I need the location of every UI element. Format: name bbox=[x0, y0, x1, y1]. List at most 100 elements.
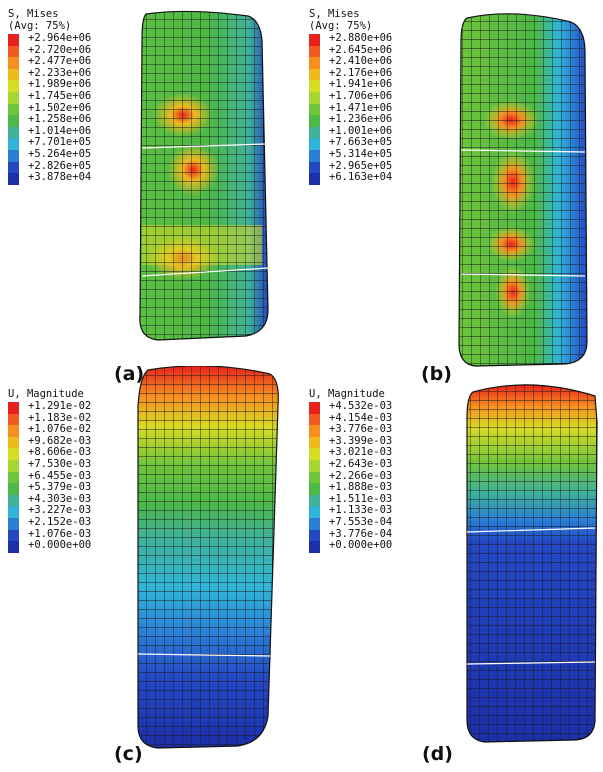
legend-swatch bbox=[8, 173, 19, 185]
legend-row: +1.989e+06 bbox=[8, 78, 91, 92]
legend-value: +3.021e-03 bbox=[329, 446, 393, 459]
legend-swatch bbox=[309, 115, 320, 127]
panel-d: U, Magnitude +4.532e-03 +4.154e-03 +3.776e… bbox=[301, 384, 602, 772]
legend-swatch bbox=[309, 173, 320, 185]
legend-row: +1.941e+06 bbox=[309, 78, 392, 92]
legend-row: +2.266e-03 bbox=[309, 470, 392, 484]
legend-rows: +2.964e+06 +2.720e+06 +2.477e+06 +2.233e+06… bbox=[8, 32, 91, 185]
legend-swatch bbox=[309, 471, 320, 484]
legend-swatch bbox=[8, 494, 19, 507]
legend-swatch bbox=[8, 45, 19, 58]
legend-swatch bbox=[8, 541, 19, 553]
legend-value: +2.964e+06 bbox=[28, 32, 92, 44]
legend-row: +2.410e+06 bbox=[309, 55, 392, 69]
legend-value: +2.233e+06 bbox=[28, 66, 92, 79]
legend-row: +1.236e+06 bbox=[309, 113, 392, 127]
legend-subtitle: (Avg: 75%) bbox=[309, 20, 373, 32]
legend-value: +2.176e+06 bbox=[329, 66, 393, 79]
legend-swatch bbox=[309, 149, 320, 162]
legend-row: +1.745e+06 bbox=[8, 90, 91, 104]
legend-row: +7.663e+05 bbox=[309, 136, 392, 150]
legend-swatch bbox=[8, 413, 19, 426]
legend-swatch bbox=[309, 126, 320, 139]
legend-row: +2.645e+06 bbox=[309, 44, 392, 58]
legend-swatch bbox=[8, 115, 19, 127]
legend-row: +2.152e-03 bbox=[8, 516, 91, 530]
legend-value: +3.776e-03 bbox=[329, 423, 393, 436]
panel-c: U, Magnitude +1.291e-02 +1.183e-02 +1.076e… bbox=[0, 366, 301, 772]
legend-row: +7.701e+05 bbox=[8, 136, 91, 150]
legend-swatch bbox=[309, 45, 320, 58]
legend-swatch bbox=[8, 506, 19, 518]
legend-swatch bbox=[309, 494, 320, 507]
legend-title: U, Magnitude bbox=[309, 388, 385, 400]
legend-swatch bbox=[8, 126, 19, 139]
legend-value: +1.014e+06 bbox=[28, 124, 92, 137]
panel-label: (c) bbox=[114, 743, 143, 765]
legend-swatch bbox=[8, 80, 19, 92]
legend-value: +1.133e-03 bbox=[329, 504, 393, 517]
legend-swatch bbox=[8, 529, 19, 542]
legend-value: +2.477e+06 bbox=[28, 55, 92, 68]
legend-value: +2.643e-03 bbox=[329, 457, 393, 470]
legend-value: +2.720e+06 bbox=[28, 43, 92, 56]
legend-swatch bbox=[309, 541, 320, 553]
legend-value: +1.941e+06 bbox=[329, 78, 393, 91]
legend-swatch bbox=[309, 80, 320, 92]
legend-row: +1.133e-03 bbox=[309, 504, 392, 518]
legend-row: +5.314e+05 bbox=[309, 148, 392, 162]
legend-value: +7.663e+05 bbox=[329, 136, 393, 149]
legend-value: +7.530e-03 bbox=[28, 457, 92, 470]
legend-value: +2.645e+06 bbox=[329, 43, 393, 56]
legend-value: +1.258e+06 bbox=[28, 113, 92, 126]
legend-value: +1.502e+06 bbox=[28, 101, 92, 114]
legend-row: +4.532e-03 bbox=[309, 400, 392, 414]
legend-value: +1.888e-03 bbox=[329, 481, 393, 494]
legend-swatch bbox=[309, 529, 320, 542]
legend-swatch bbox=[309, 425, 320, 437]
legend-row: +2.176e+06 bbox=[309, 67, 392, 81]
legend-value: +1.236e+06 bbox=[329, 113, 393, 126]
legend-swatch bbox=[309, 413, 320, 426]
legend-row: +2.965e+05 bbox=[309, 160, 392, 174]
legend-swatch bbox=[8, 149, 19, 162]
legend-row: +2.964e+06 bbox=[8, 32, 91, 46]
legend-value: +1.183e-02 bbox=[28, 411, 92, 424]
legend-row: +3.021e-03 bbox=[309, 446, 392, 460]
legend-swatch bbox=[8, 103, 19, 116]
panel-a: S, Mises (Avg: 75%) +2.964e+06 +2.720e+06… bbox=[0, 0, 301, 386]
legend-swatch bbox=[8, 448, 19, 460]
legend-value: +5.264e+05 bbox=[28, 147, 92, 160]
legend-row: +4.303e-03 bbox=[8, 493, 91, 507]
legend-row: +3.399e-03 bbox=[309, 435, 392, 449]
legend-swatch bbox=[8, 471, 19, 484]
legend-value: +1.471e+06 bbox=[329, 101, 393, 114]
legend-row: +2.477e+06 bbox=[8, 55, 91, 69]
panel-label: (a) bbox=[114, 363, 145, 385]
legend-swatch bbox=[309, 103, 320, 116]
legend: S, Mises (Avg: 75%) +2.880e+06 +2.645e+06… bbox=[309, 8, 392, 185]
legend-value: +3.878e+04 bbox=[28, 171, 92, 184]
legend-swatch bbox=[8, 34, 19, 46]
legend-row: +7.553e-04 bbox=[309, 516, 392, 530]
legend-row: +2.233e+06 bbox=[8, 67, 91, 81]
legend-swatch bbox=[8, 91, 19, 104]
legend-row: +3.227e-03 bbox=[8, 504, 91, 518]
legend-row: +2.826e+05 bbox=[8, 160, 91, 174]
legend-row: +6.163e+04 bbox=[309, 171, 392, 185]
legend-value: +1.001e+06 bbox=[329, 124, 393, 137]
legend-value: +2.965e+05 bbox=[329, 159, 393, 172]
legend-value: +4.154e-03 bbox=[329, 411, 393, 424]
legend-row: +1.291e-02 bbox=[8, 400, 91, 414]
legend-row: +1.076e-03 bbox=[8, 528, 91, 542]
legend-subtitle: (Avg: 75%) bbox=[8, 20, 72, 32]
fe-model-stress bbox=[139, 10, 269, 341]
legend-swatch bbox=[309, 459, 320, 472]
legend-title: S, Mises bbox=[309, 8, 360, 20]
legend-row: +6.455e-03 bbox=[8, 470, 91, 484]
legend-row: +3.878e+04 bbox=[8, 171, 91, 185]
legend-row: +1.014e+06 bbox=[8, 125, 91, 139]
legend-value: +2.880e+06 bbox=[329, 32, 393, 44]
legend-row: +3.776e-03 bbox=[309, 423, 392, 437]
legend-value: +7.701e+05 bbox=[28, 136, 92, 149]
